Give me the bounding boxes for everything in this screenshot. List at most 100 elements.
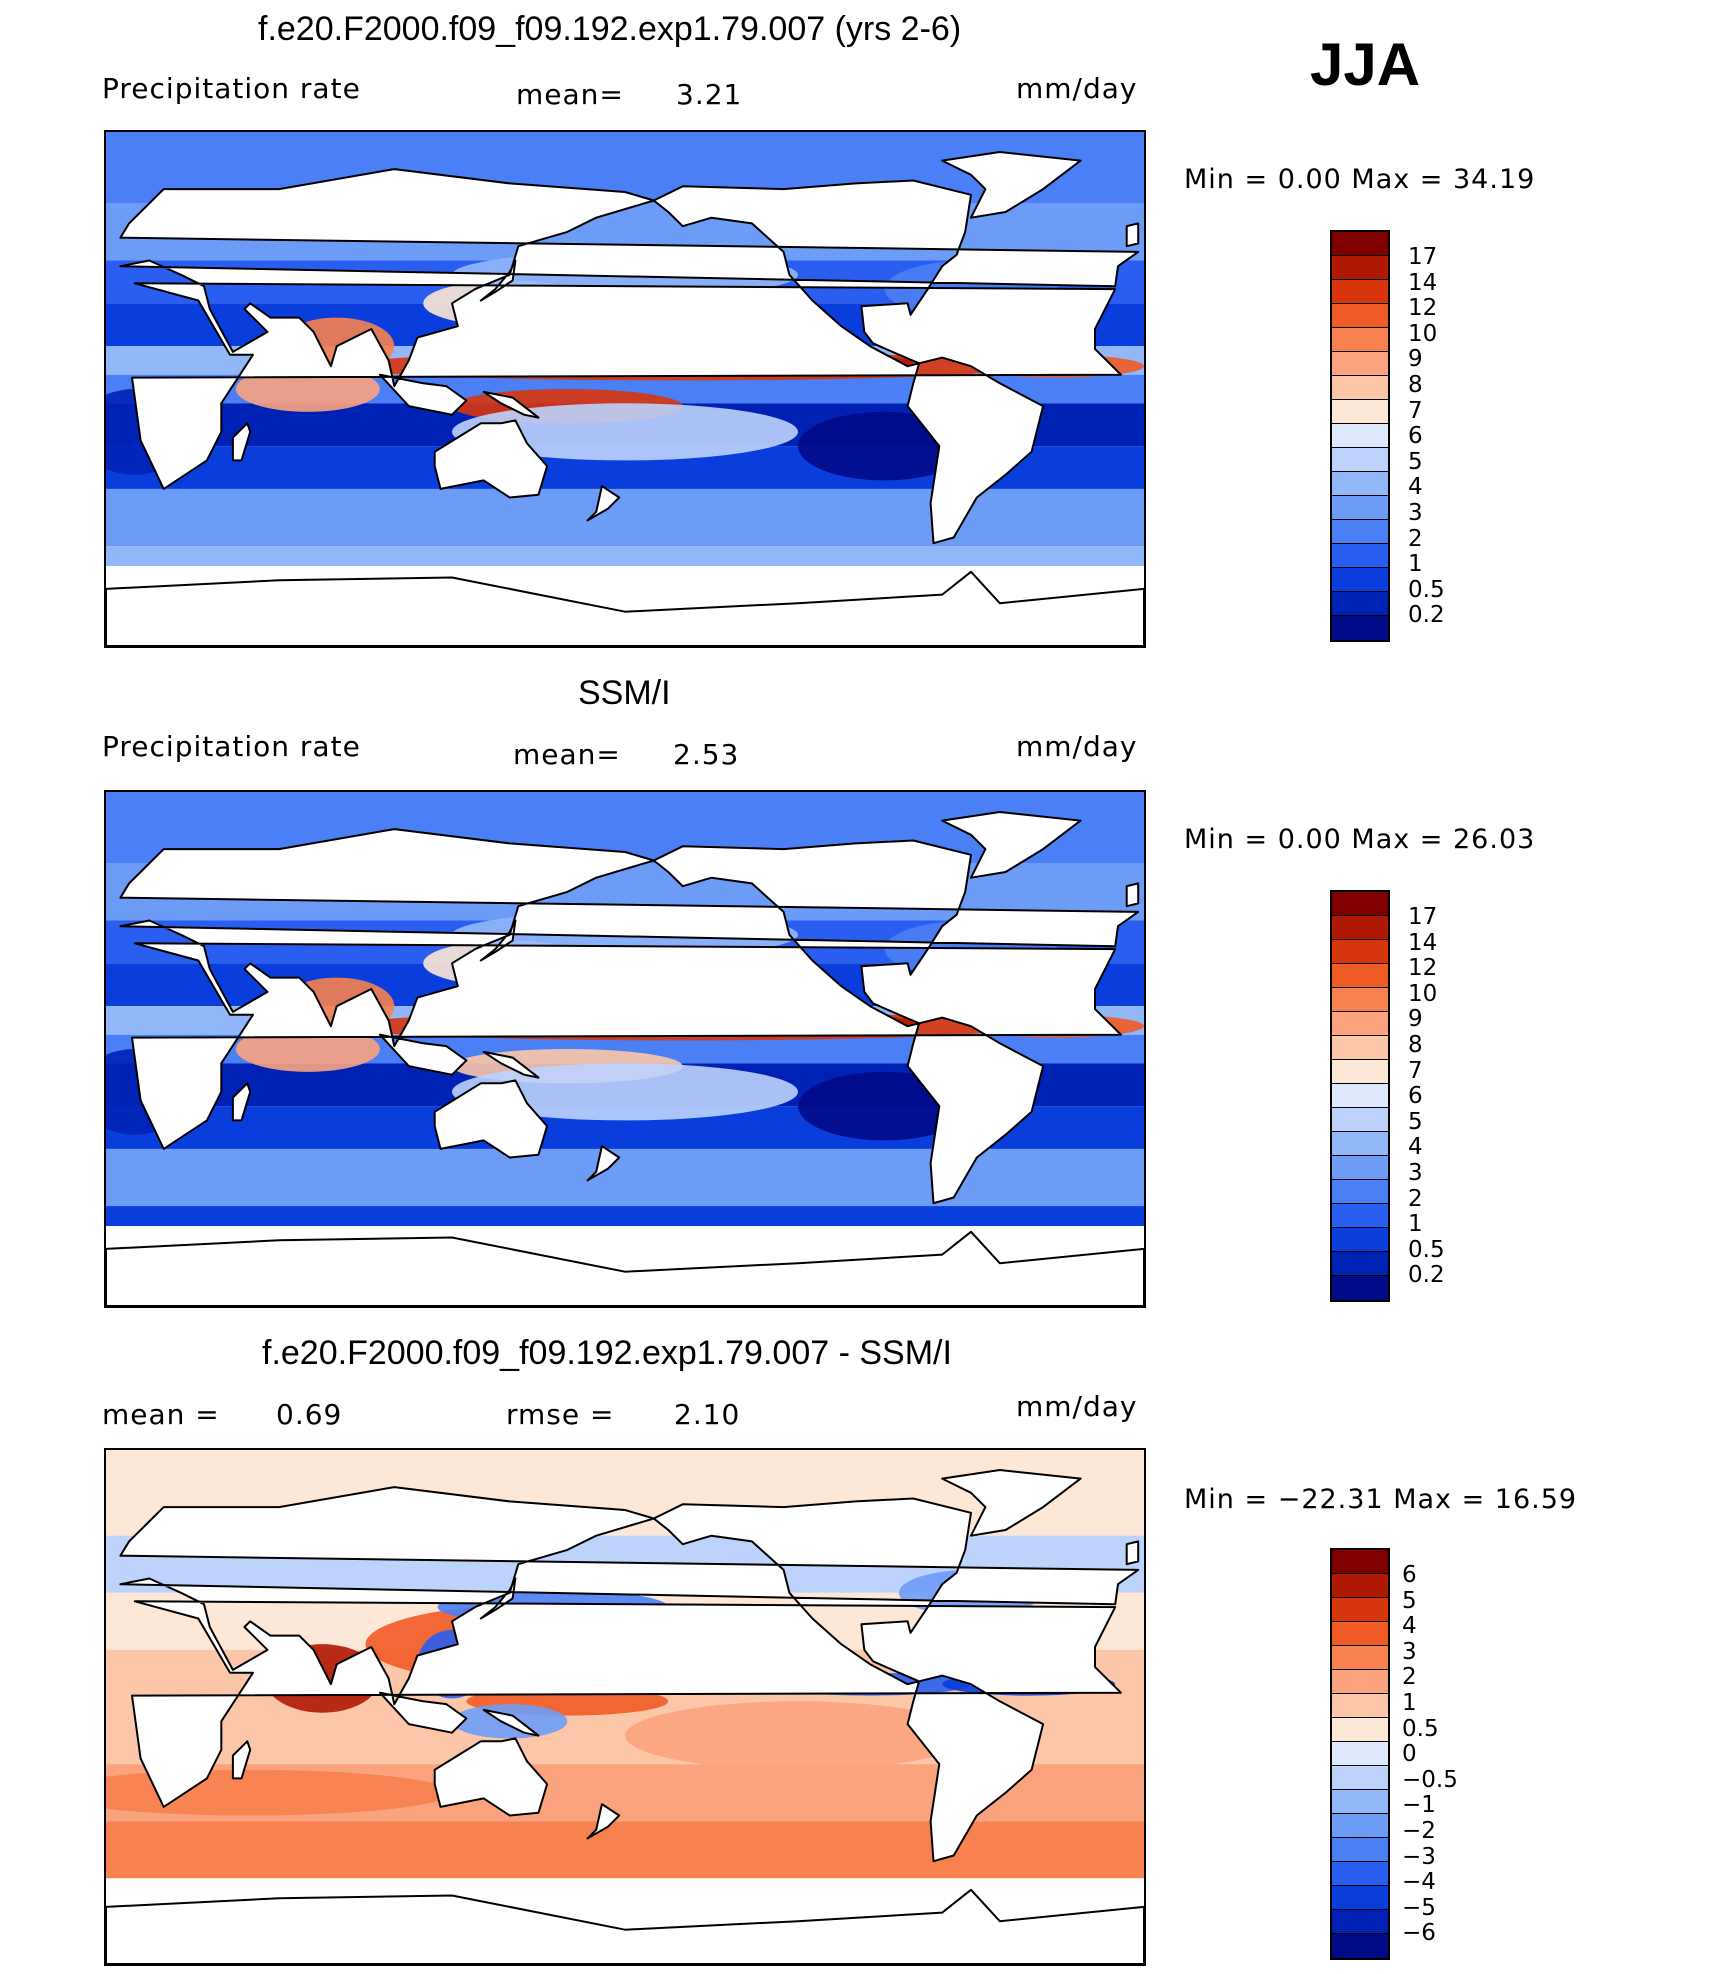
panel-3-minmax: Min = −22.31 Max = 16.59 [1184, 1484, 1578, 1515]
colorbar-tick-label: 0.5 [1408, 576, 1445, 603]
colorbar-tick-label: 1 [1402, 1690, 1417, 1716]
colorbar-segment [1332, 256, 1388, 280]
panel-3-colorbar [1330, 1548, 1390, 1960]
colorbar-tick-label: 0.2 [1408, 602, 1445, 629]
colorbar-segment [1332, 1622, 1388, 1646]
land-mask [106, 811, 1144, 1306]
colorbar-tick-label: 1 [1408, 1211, 1423, 1238]
colorbar-segment [1332, 988, 1388, 1012]
colorbar-tick-label: 8 [1408, 1032, 1423, 1058]
colorbar-tick-label: 3 [1402, 1638, 1417, 1665]
colorbar-segment [1332, 1276, 1388, 1300]
colorbar-tick-label: 1 [1408, 551, 1423, 578]
colorbar-segment [1332, 1156, 1388, 1180]
colorbar-segment [1332, 376, 1388, 400]
colorbar-segment [1332, 592, 1388, 616]
land-mask [106, 151, 1144, 646]
colorbar-segment [1332, 964, 1388, 988]
colorbar-segment [1332, 1132, 1388, 1156]
colorbar-tick-label: 5 [1408, 1108, 1423, 1135]
colorbar-segment [1332, 1694, 1388, 1718]
season-label: JJA [1310, 31, 1421, 98]
colorbar-tick-label: 9 [1408, 1006, 1423, 1033]
colorbar-tick-label: 14 [1408, 269, 1438, 296]
panel-1-title: f.e20.F2000.f09_f09.192.exp1.79.007 (yrs… [258, 10, 962, 48]
colorbar-segment [1332, 568, 1388, 592]
colorbar-tick-label: 12 [1408, 295, 1438, 322]
panel-3-mean-value: 0.69 [276, 1398, 343, 1431]
panel-1-units: mm/day [1016, 72, 1138, 105]
panel-1-mean-label: mean= [516, 78, 624, 111]
colorbar-segment [1332, 940, 1388, 964]
colorbar-tick-label: 6 [1408, 1083, 1423, 1110]
colorbar-segment [1332, 496, 1388, 520]
colorbar-segment [1332, 892, 1388, 916]
panel-2-units: mm/day [1016, 730, 1138, 763]
colorbar-tick-label: 4 [1408, 474, 1423, 501]
colorbar-tick-label: 2 [1408, 525, 1423, 552]
colorbar-tick-label: 4 [1402, 1613, 1417, 1640]
colorbar-segment [1332, 1204, 1388, 1228]
panel-3-rmse-value: 2.10 [674, 1398, 741, 1431]
colorbar-segment [1332, 280, 1388, 304]
colorbar-tick-label: 8 [1408, 372, 1423, 398]
colorbar-segment [1332, 1180, 1388, 1204]
colorbar-tick-label: 5 [1402, 1587, 1417, 1614]
colorbar-segment [1332, 1060, 1388, 1084]
colorbar-segment [1332, 1574, 1388, 1598]
colorbar-segment [1332, 424, 1388, 448]
colorbar-tick-label: −5 [1402, 1894, 1436, 1921]
panel-2-title: SSM/I [578, 674, 671, 712]
colorbar-tick-label: 2 [1402, 1664, 1417, 1691]
colorbar-segment [1332, 400, 1388, 424]
colorbar-segment [1332, 1228, 1388, 1252]
colorbar-segment [1332, 1670, 1388, 1694]
colorbar-segment [1332, 1108, 1388, 1132]
colorbar-tick-label: 0 [1402, 1741, 1417, 1768]
panel-2-mean-label: mean= [513, 738, 621, 771]
panel-1-map-svg [106, 132, 1144, 646]
colorbar-tick-label: 3 [1408, 1160, 1423, 1186]
colorbar-segment [1332, 1766, 1388, 1790]
colorbar-segment [1332, 1742, 1388, 1766]
colorbar-tick-label: 3 [1408, 500, 1423, 526]
colorbar-segment [1332, 1814, 1388, 1838]
land-mask [106, 1469, 1144, 1964]
colorbar-segment [1332, 916, 1388, 940]
colorbar-segment [1332, 616, 1388, 640]
colorbar-tick-label: 9 [1408, 346, 1423, 373]
colorbar-tick-label: 6 [1402, 1562, 1417, 1588]
colorbar-segment [1332, 1036, 1388, 1060]
panel-3-map [104, 1448, 1146, 1966]
colorbar-segment [1332, 304, 1388, 328]
colorbar-tick-label: 12 [1408, 955, 1438, 982]
colorbar-segment [1332, 472, 1388, 496]
panel-2-mean-value: 2.53 [673, 738, 740, 771]
panel-3-mean-label: mean = [102, 1398, 220, 1431]
colorbar-tick-label: 7 [1408, 397, 1423, 424]
colorbar-segment [1332, 1838, 1388, 1862]
colorbar-tick-label: 14 [1408, 929, 1438, 956]
panel-1-mean-value: 3.21 [676, 78, 743, 111]
panel-2-minmax: Min = 0.00 Max = 26.03 [1184, 824, 1536, 855]
panel-2-colorbar [1330, 890, 1390, 1302]
colorbar-segment [1332, 1790, 1388, 1814]
colorbar-segment [1332, 352, 1388, 376]
field-band [106, 1821, 1144, 1879]
colorbar-tick-label: 5 [1408, 448, 1423, 475]
colorbar-segment [1332, 520, 1388, 544]
colorbar-tick-label: 10 [1408, 320, 1438, 347]
colorbar-segment [1332, 1934, 1388, 1958]
colorbar-segment [1332, 544, 1388, 568]
colorbar-tick-label: 2 [1408, 1185, 1423, 1212]
panel-2-map [104, 790, 1146, 1308]
colorbar-segment [1332, 448, 1388, 472]
colorbar-segment [1332, 1252, 1388, 1276]
panel-1-minmax: Min = 0.00 Max = 34.19 [1184, 164, 1536, 195]
coastline [106, 151, 1144, 646]
colorbar-segment [1332, 1646, 1388, 1670]
colorbar-tick-label: −6 [1402, 1920, 1436, 1947]
field-band [106, 1148, 1144, 1207]
colorbar-segment [1332, 1598, 1388, 1622]
panel-2-variable-label: Precipitation rate [102, 730, 361, 763]
